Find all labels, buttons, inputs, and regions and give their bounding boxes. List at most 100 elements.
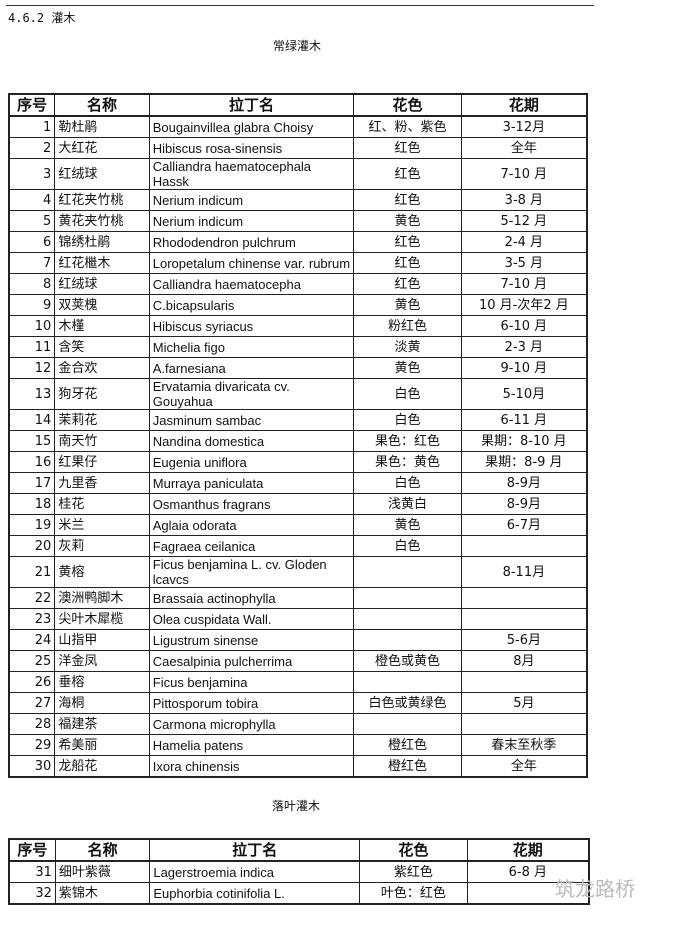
latin-name: Caesalpinia pulcherrima bbox=[148, 650, 355, 672]
common-name: 九里香 bbox=[54, 472, 150, 494]
row-number: 6 bbox=[8, 231, 56, 253]
flower-color: 紫红色 bbox=[359, 860, 468, 883]
flower-color: 叶色：红色 bbox=[359, 882, 468, 905]
latin-name: Hamelia patens bbox=[148, 734, 355, 756]
common-name: 勒杜鹃 bbox=[54, 115, 150, 138]
common-name: 红绒球 bbox=[54, 158, 150, 190]
column-header: 花色 bbox=[353, 93, 462, 117]
table-row: 16 红果仔 Eugenia uniflora 果色：黄色 果期：8-9 月 bbox=[8, 451, 588, 473]
common-name: 澳洲鸭脚木 bbox=[54, 587, 150, 609]
flowering-period: 8-11月 bbox=[460, 556, 588, 588]
common-name: 龙船花 bbox=[54, 755, 150, 778]
row-number: 27 bbox=[8, 692, 56, 714]
flower-color bbox=[353, 556, 462, 588]
latin-name: Calliandra haematocephala Hassk bbox=[148, 158, 355, 190]
flowering-period bbox=[460, 587, 588, 609]
common-name: 红花檵木 bbox=[54, 252, 150, 274]
latin-name: Hibiscus syriacus bbox=[148, 315, 355, 337]
common-name: 红绒球 bbox=[54, 273, 150, 295]
flower-color: 粉红色 bbox=[353, 315, 462, 337]
table-row: 15 南天竹 Nandina domestica 果色：红色 果期：8-10 月 bbox=[8, 430, 588, 452]
row-number: 2 bbox=[8, 137, 56, 159]
flower-color: 红色 bbox=[353, 189, 462, 211]
flowering-period: 9-10 月 bbox=[460, 357, 588, 379]
flower-color: 红色 bbox=[353, 273, 462, 295]
latin-name: Rhododendron pulchrum bbox=[148, 231, 355, 253]
flowering-period: 7-10 月 bbox=[460, 273, 588, 295]
row-number: 25 bbox=[8, 650, 56, 672]
common-name: 红花夹竹桃 bbox=[54, 189, 150, 211]
row-number: 21 bbox=[8, 556, 56, 588]
latin-name: Aglaia odorata bbox=[148, 514, 355, 536]
row-number: 19 bbox=[8, 514, 56, 536]
common-name: 金合欢 bbox=[54, 357, 150, 379]
table-row: 22 澳洲鸭脚木 Brassaia actinophylla bbox=[8, 587, 588, 609]
table-row: 9 双荚槐 C.bicapsularis 黄色 10 月-次年2 月 bbox=[8, 294, 588, 316]
flowering-period: 8-9月 bbox=[460, 472, 588, 494]
header-row: 序号 名称 拉丁名 花色 花期 bbox=[8, 838, 590, 862]
common-name: 含笑 bbox=[54, 336, 150, 358]
table-row: 12 金合欢 A.farnesiana 黄色 9-10 月 bbox=[8, 357, 588, 379]
row-number: 12 bbox=[8, 357, 56, 379]
flower-color: 白色或黄绿色 bbox=[353, 692, 462, 714]
row-number: 26 bbox=[8, 671, 56, 693]
table-row: 32 紫锦木 Euphorbia cotinifolia L. 叶色：红色 bbox=[8, 882, 590, 905]
table-row: 4 红花夹竹桃 Nerium indicum 红色 3-8 月 bbox=[8, 189, 588, 211]
flower-color bbox=[353, 713, 462, 735]
flower-color: 白色 bbox=[353, 472, 462, 494]
flower-color: 果色：黄色 bbox=[353, 451, 462, 473]
common-name: 红果仔 bbox=[54, 451, 150, 473]
flowering-period: 7-10 月 bbox=[460, 158, 588, 190]
flower-color: 黄色 bbox=[353, 514, 462, 536]
flowering-period bbox=[466, 882, 590, 905]
row-number: 20 bbox=[8, 535, 56, 557]
latin-name: Nerium indicum bbox=[148, 210, 355, 232]
latin-name: Osmanthus fragrans bbox=[148, 493, 355, 515]
table-row: 1 勒杜鹃 Bougainvillea glabra Choisy 红、粉、紫色 3-1… bbox=[8, 115, 588, 138]
common-name: 山指甲 bbox=[54, 629, 150, 651]
column-header: 花期 bbox=[460, 93, 588, 117]
latin-name: Lagerstroemia indica bbox=[149, 860, 361, 883]
flower-color: 红、粉、紫色 bbox=[353, 115, 462, 138]
column-header: 花期 bbox=[466, 838, 590, 862]
flowering-period bbox=[460, 713, 588, 735]
column-header: 拉丁名 bbox=[148, 93, 355, 117]
flowering-period: 10 月-次年2 月 bbox=[460, 294, 588, 316]
common-name: 桂花 bbox=[54, 493, 150, 515]
common-name: 米兰 bbox=[54, 514, 150, 536]
flower-color: 白色 bbox=[353, 378, 462, 410]
latin-name: Pittosporum tobira bbox=[148, 692, 355, 714]
section-title: 4.6.2 灌木 bbox=[8, 11, 76, 25]
row-number: 13 bbox=[8, 378, 56, 410]
flowering-period: 8-9月 bbox=[460, 493, 588, 515]
row-number: 14 bbox=[8, 409, 56, 431]
flowering-period bbox=[460, 608, 588, 630]
latin-name: Calliandra haematocepha bbox=[148, 273, 355, 295]
row-number: 18 bbox=[8, 493, 56, 515]
row-number: 8 bbox=[8, 273, 56, 295]
flower-color: 橙红色 bbox=[353, 734, 462, 756]
latin-name: Michelia figo bbox=[148, 336, 355, 358]
table-row: 23 尖叶木犀榄 Olea cuspidata Wall. bbox=[8, 608, 588, 630]
table-row: 21 黄榕 Ficus benjamina L. cv. Gloden lcavcs… bbox=[8, 556, 588, 588]
common-name: 细叶紫薇 bbox=[54, 860, 151, 883]
row-number: 9 bbox=[8, 294, 56, 316]
latin-name: Ervatamia divaricata cv. Gouyahua bbox=[148, 378, 355, 410]
flowering-period: 全年 bbox=[460, 137, 588, 159]
row-number: 28 bbox=[8, 713, 56, 735]
evergreen-table: 序号 名称 拉丁名 花色 花期 1 勒杜鹃 Bougainvillea glabra Choi… bbox=[8, 93, 588, 778]
flowering-period: 5月 bbox=[460, 692, 588, 714]
row-number: 24 bbox=[8, 629, 56, 651]
latin-name: Carmona microphylla bbox=[148, 713, 355, 735]
row-number: 32 bbox=[8, 882, 56, 905]
flowering-period: 6-10 月 bbox=[460, 315, 588, 337]
flowering-period: 5-6月 bbox=[460, 629, 588, 651]
flower-color: 红色 bbox=[353, 231, 462, 253]
common-name: 尖叶木犀榄 bbox=[54, 608, 150, 630]
row-number: 30 bbox=[8, 755, 56, 778]
deciduous-table: 序号 名称 拉丁名 花色 花期 31 细叶紫薇 Lagerstroemia indica 紫红色… bbox=[8, 838, 590, 905]
row-number: 4 bbox=[8, 189, 56, 211]
row-number: 17 bbox=[8, 472, 56, 494]
table-row: 29 希美丽 Hamelia patens 橙红色 春末至秋季 bbox=[8, 734, 588, 756]
flowering-period: 3-5 月 bbox=[460, 252, 588, 274]
